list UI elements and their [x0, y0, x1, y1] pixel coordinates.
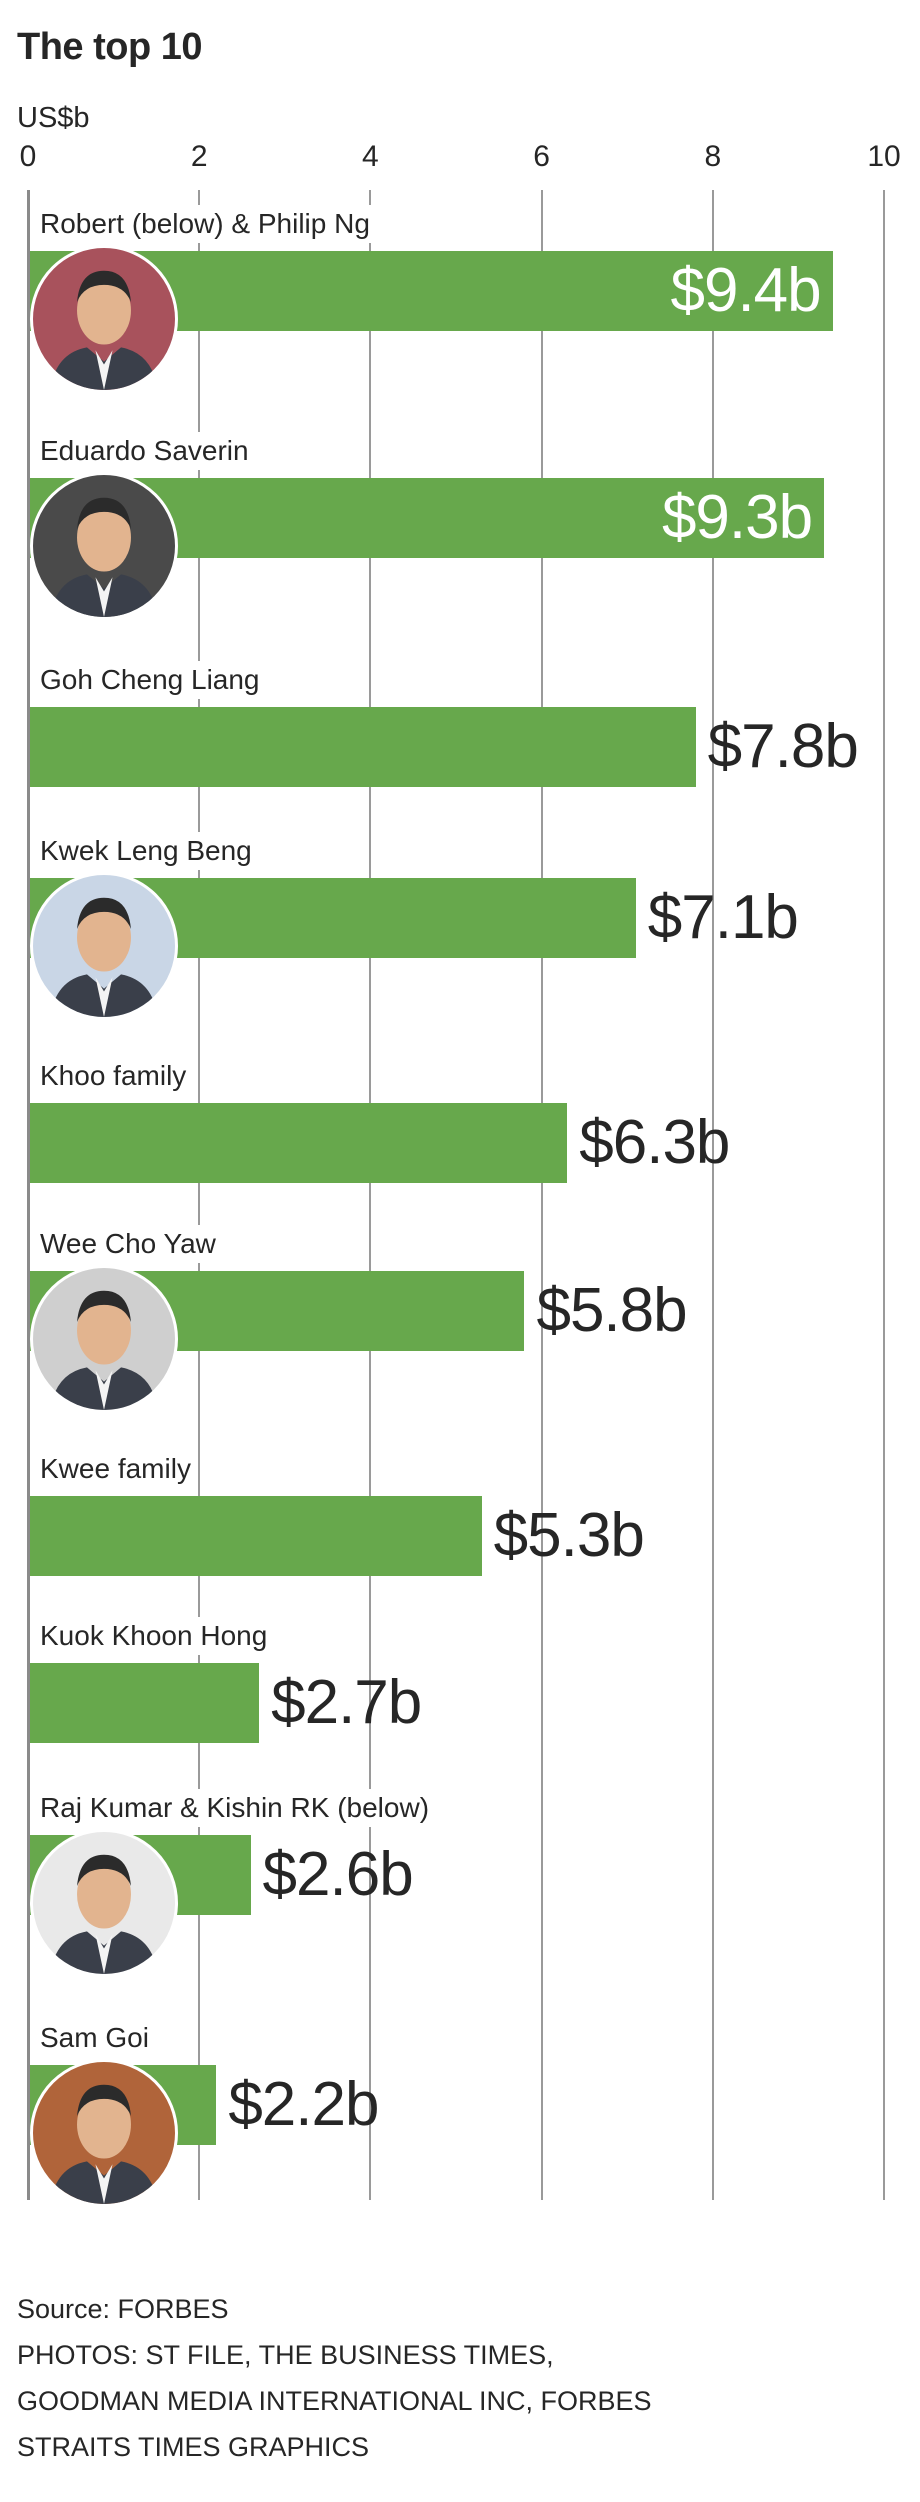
tick-label: 6 [533, 140, 550, 173]
value-label: $2.6b [262, 1840, 414, 1909]
chart-title: The top 10 [17, 26, 203, 68]
tick-label: 4 [362, 140, 379, 173]
bar [30, 1496, 482, 1576]
axis-unit-label: US$b [17, 102, 90, 134]
category-label: Robert (below) & Philip Ng [36, 205, 376, 243]
tick-label: 10 [867, 140, 901, 173]
value-label: $9.3b [661, 483, 813, 552]
value-label: $5.3b [493, 1501, 645, 1570]
category-label: Sam Goi [36, 2019, 155, 2057]
category-label: Wee Cho Yaw [36, 1225, 222, 1263]
value-label: $2.7b [271, 1668, 422, 1737]
portrait-photo [30, 1265, 178, 1413]
category-label: Eduardo Saverin [36, 432, 255, 470]
category-label: Goh Cheng Liang [36, 661, 266, 699]
gridline [883, 190, 885, 2200]
bar [30, 1663, 260, 1743]
portrait-photo [30, 1829, 178, 1977]
category-label: Raj Kumar & Kishin RK (below) [36, 1789, 436, 1827]
source-note: Source: FORBES [17, 2294, 229, 2324]
gridline [540, 190, 543, 2200]
graphics-credit: STRAITS TIMES GRAPHICS [17, 2432, 370, 2462]
portrait-photo [30, 872, 178, 1020]
gridline [369, 190, 372, 2200]
category-label: Kwek Leng Beng [36, 832, 258, 870]
gridline [27, 190, 30, 2200]
value-label: $2.2b [228, 2070, 379, 2139]
portrait-photo [30, 2059, 178, 2207]
value-label: $6.3b [579, 1108, 730, 1177]
value-label: $5.8b [536, 1276, 687, 1345]
tick-label: 8 [704, 140, 722, 173]
value-label: $7.1b [647, 883, 799, 952]
gridline [198, 190, 201, 2200]
portrait-photo [30, 245, 178, 393]
photo-credits-line-2: GOODMAN MEDIA INTERNATIONAL INC, FORBES [17, 2386, 652, 2416]
category-label: Kwee family [36, 1450, 197, 1488]
tick-label: 0 [19, 140, 37, 173]
gridline [711, 190, 714, 2200]
bar [30, 707, 696, 787]
value-label: $9.4b [670, 256, 821, 325]
category-label: Kuok Khoon Hong [36, 1617, 274, 1655]
photo-credits-line-1: PHOTOS: ST FILE, THE BUSINESS TIMES, [17, 2340, 554, 2370]
category-label: Khoo family [36, 1057, 193, 1095]
portrait-photo [30, 472, 178, 620]
value-label: $7.8b [707, 712, 859, 781]
bar [30, 1103, 568, 1183]
tick-label: 2 [190, 140, 208, 173]
